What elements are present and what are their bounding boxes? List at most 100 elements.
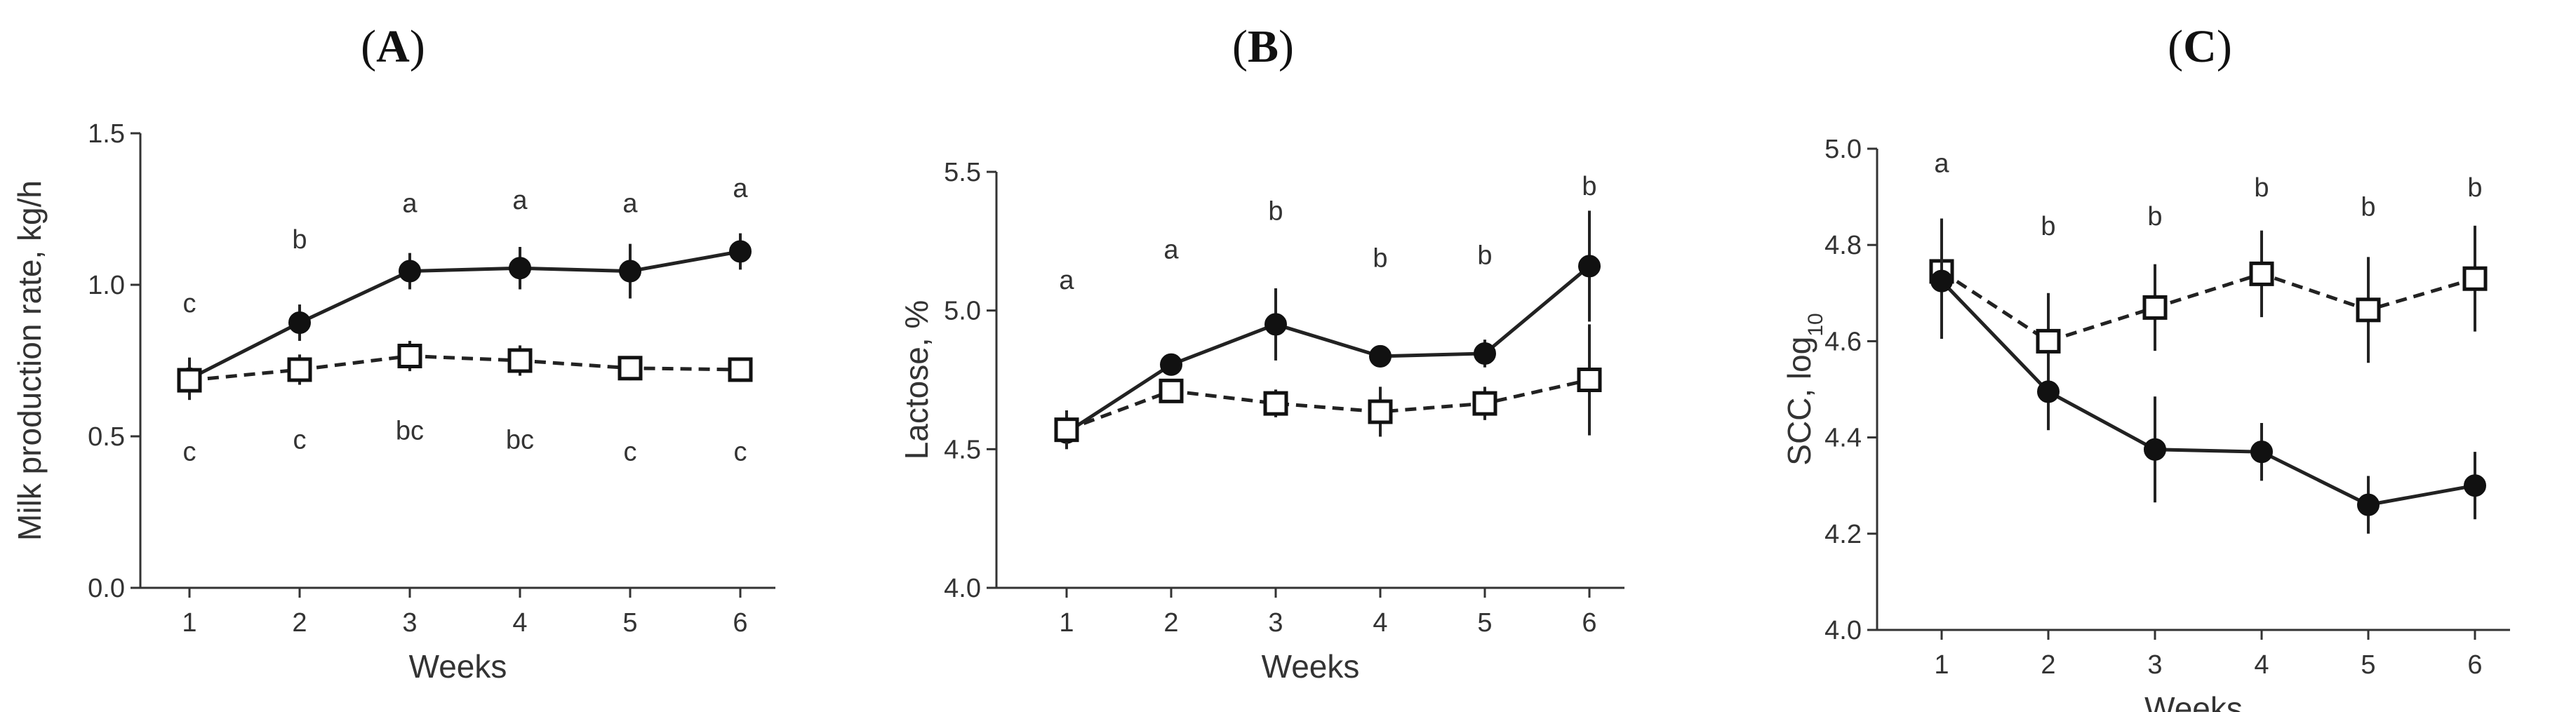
data-point <box>1264 313 1287 336</box>
y-axis-title-subscript: 10 <box>1804 313 1827 336</box>
data-point <box>507 348 533 373</box>
data-point <box>177 368 202 393</box>
panel-label: (C) <box>2168 21 2232 72</box>
y-axis-title: Milk production rate, kg/h <box>11 180 48 541</box>
series-filled-circle: a a b b b b <box>1055 172 1601 447</box>
significance-letter: a <box>622 189 638 218</box>
data-point <box>2357 493 2380 516</box>
data-point <box>1472 391 1497 416</box>
significance-letter: c <box>293 425 307 455</box>
y-tick-label: 0.0 <box>88 574 125 603</box>
x-tick-label: 5 <box>1477 608 1492 638</box>
data-point <box>1474 342 1496 365</box>
series-open-square: c c bc bc c c <box>177 340 753 467</box>
significance-letter: c <box>183 438 196 467</box>
data-point <box>1577 368 1602 392</box>
y-tick-label: 5.0 <box>944 297 981 326</box>
data-point <box>618 356 643 381</box>
significance-letter: b <box>1268 196 1283 226</box>
y-tick-label: 1.0 <box>88 271 125 300</box>
panel-paren: ( <box>361 21 376 72</box>
panel-label: (A) <box>361 21 425 72</box>
x-tick-label: 1 <box>1934 650 1949 680</box>
data-point <box>2462 266 2488 291</box>
data-point <box>397 344 422 369</box>
y-tick-label: 4.4 <box>1824 424 1862 453</box>
data-point <box>1160 353 1182 376</box>
y-tick-label: 5.5 <box>944 158 981 187</box>
significance-letter: c <box>183 289 196 318</box>
y-tick-label: 4.6 <box>1824 327 1862 356</box>
significance-letter: a <box>733 174 748 203</box>
x-tick-label: 1 <box>182 608 196 638</box>
panel-letter: B <box>1248 21 1279 72</box>
y-tick-label: 5.0 <box>1824 135 1862 164</box>
y-tick-label: 1.5 <box>88 119 125 149</box>
series-line <box>1940 279 2476 507</box>
series-line <box>1066 378 1590 432</box>
significance-letter: b <box>292 225 307 255</box>
panel-paren: ) <box>410 21 425 72</box>
data-point <box>287 357 312 382</box>
x-tick-label: 1 <box>1059 608 1074 638</box>
series-filled-circle <box>1930 223 2486 534</box>
y-axis-title-main: SCC, log <box>1781 337 1817 466</box>
significance-letter: a <box>1934 149 1949 179</box>
significance-letter: c <box>624 438 637 467</box>
chart-panel-3: (C) 4.0 4.2 4.4 4.6 4.8 5.0 1 2 3 4 5 6 Weeks SCC, log… <box>1781 21 2510 712</box>
y-axis-title: SCC, log10 <box>1781 313 1827 465</box>
significance-letter: b <box>2147 202 2162 231</box>
series-open-square <box>1054 324 1602 450</box>
x-tick-label: 4 <box>512 608 527 638</box>
x-tick-label: 5 <box>2361 650 2375 680</box>
y-tick-label: 4.0 <box>944 574 981 603</box>
data-point <box>728 357 753 382</box>
panel-letter: A <box>376 21 410 72</box>
y-tick-label: 4.5 <box>944 435 981 464</box>
series-line <box>1940 269 2476 344</box>
x-axis-title: Weeks <box>1262 648 1360 685</box>
data-point <box>288 311 311 334</box>
x-tick-label: 4 <box>2254 650 2269 680</box>
significance-letter: b <box>1477 241 1492 271</box>
x-axis-title: Weeks <box>409 648 507 685</box>
y-tick-label: 4.0 <box>1824 616 1862 645</box>
significance-letter: a <box>402 189 418 218</box>
x-tick-label: 6 <box>1582 608 1596 638</box>
data-point <box>729 240 752 263</box>
y-tick-label: 4.2 <box>1824 520 1862 549</box>
data-point <box>2142 295 2168 320</box>
significance-letter: b <box>2361 192 2375 222</box>
panel-paren: ( <box>1232 21 1248 72</box>
y-tick-label: 4.8 <box>1824 231 1862 260</box>
data-point <box>2249 261 2274 286</box>
series-line <box>1065 264 1591 434</box>
data-point <box>619 260 641 283</box>
x-tick-label: 2 <box>2041 650 2055 680</box>
y-tick-label: 0.5 <box>88 422 125 452</box>
x-tick-label: 5 <box>622 608 637 638</box>
data-point <box>1930 269 1953 293</box>
series-filled-circle: c b a a a a <box>178 174 752 401</box>
data-point <box>1054 417 1079 443</box>
panel-paren: ) <box>2217 21 2232 72</box>
chart-panel-2: (B) 4.0 4.5 5.0 5.5 1 2 3 4 5 6 Weeks Lactose, % a a b b… <box>898 21 1624 685</box>
x-tick-label: 6 <box>733 608 747 638</box>
significance-letter: b <box>2467 173 2482 203</box>
x-tick-label: 2 <box>292 608 307 638</box>
data-point <box>2250 441 2273 464</box>
data-point <box>1263 391 1288 416</box>
x-axis-title: Weeks <box>2144 690 2243 712</box>
data-point <box>1369 344 1392 368</box>
significance-letter: a <box>512 186 528 215</box>
data-point <box>2356 297 2381 323</box>
panel-label: (B) <box>1232 21 1294 72</box>
x-tick-label: 3 <box>2147 650 2162 680</box>
significance-letter: b <box>1582 172 1596 201</box>
significance-letter: bc <box>506 425 534 455</box>
data-point <box>1578 255 1601 278</box>
x-tick-label: 3 <box>1268 608 1283 638</box>
significance-letter: bc <box>396 416 424 445</box>
y-axis-title: Lactose, % <box>898 300 935 460</box>
